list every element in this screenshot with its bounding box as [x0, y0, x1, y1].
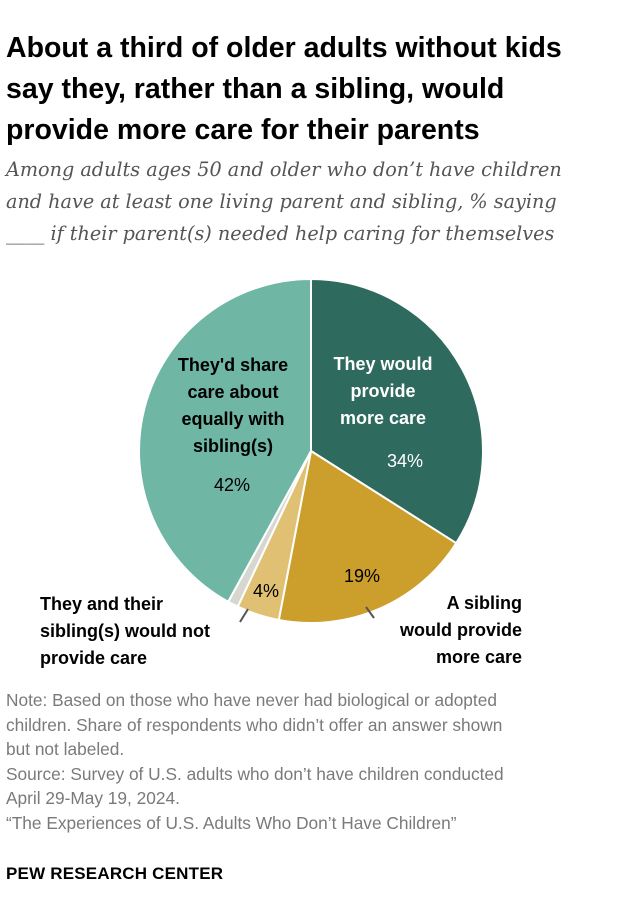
leader-line-neither — [239, 608, 249, 623]
slice-label-line: sibling(s) would not — [40, 621, 210, 641]
subtitle-line: Among adults ages 50 and older who don’t… — [6, 158, 562, 181]
pie-labels: They would provide more care 34% A sibling wo… — [40, 354, 522, 668]
note-line: children. Share of respondents who didn’… — [6, 714, 503, 735]
slice-label-line: A sibling — [447, 593, 522, 613]
leader-lines — [239, 606, 375, 623]
chart-title: About a third of older adults without ki… — [6, 28, 614, 151]
leader-line-sibling — [365, 606, 375, 619]
value-label-they-provide: 34% — [387, 451, 423, 471]
note-line: Note: Based on those who have never had … — [6, 690, 497, 710]
title-line: About a third of older adults without ki… — [6, 32, 562, 64]
title-line: say they, rather than a sibling, would — [6, 73, 505, 105]
slice-sibling-provides — [277, 450, 458, 624]
pie-slices — [138, 278, 484, 624]
slice-label-line: sibling(s) — [193, 436, 273, 456]
slice-label-line: provide care — [40, 648, 147, 668]
slice-label-line: They would — [334, 354, 433, 374]
slice-label-line: They'd share — [178, 355, 288, 375]
value-label-sibling-provides: 19% — [344, 566, 380, 586]
value-label-share-equally: 42% — [214, 475, 250, 495]
notes: Note: Based on those who have never had … — [6, 688, 614, 835]
slice-label-line: They and their — [40, 594, 163, 614]
source-line: Source: Survey of U.S. adults who don’t … — [6, 763, 504, 784]
value-label-neither: 4% — [253, 581, 279, 601]
slice-label-line: more care — [340, 408, 426, 428]
subtitle-line: and have at least one living parent and … — [6, 190, 557, 213]
slice-label-line: care about — [187, 382, 278, 402]
slice-label-they-provide: They would provide more care — [334, 354, 433, 428]
slice-label-sibling-provides: A sibling would provide more care — [399, 593, 522, 667]
slice-share-equally — [138, 278, 312, 603]
brand-name: PEW RESEARCH CENTER — [6, 864, 224, 883]
slice-label-line: equally with — [181, 409, 284, 429]
note-line: but not labeled. — [6, 739, 125, 759]
source-line: April 29-May 19, 2024. — [6, 788, 180, 808]
slice-label-line: more care — [436, 647, 522, 667]
pie-chart: They would provide more care 34% A sibling wo… — [40, 278, 522, 668]
subtitle-line: ____ if their parent(s) needed help cari… — [6, 222, 555, 245]
report-title-line: “The Experiences of U.S. Adults Who Don’… — [6, 812, 457, 833]
slice-label-line: would provide — [399, 620, 522, 640]
slice-label-neither: They and their sibling(s) would not provid… — [40, 594, 210, 668]
chart-subtitle: Among adults ages 50 and older who don’t… — [6, 154, 614, 250]
slice-label-share-equally: They'd share care about equally with siblin… — [178, 355, 288, 456]
slice-label-line: provide — [350, 381, 415, 401]
title-line: provide more care for their parents — [6, 114, 480, 146]
